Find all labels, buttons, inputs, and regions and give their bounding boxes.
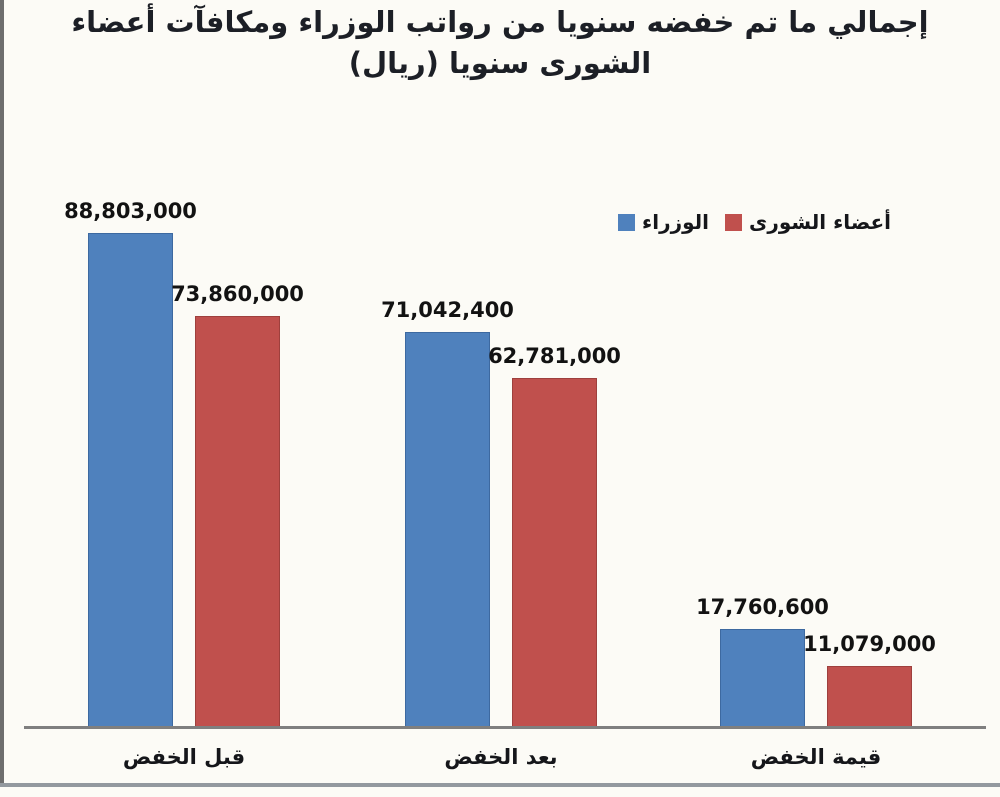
- legend-item-shura-members: أعضاء الشورى: [725, 210, 891, 234]
- legend-item-ministers: الوزراء: [618, 210, 709, 234]
- legend-swatch-shura-members: [725, 213, 743, 231]
- bar-ministers-before-cut: [88, 233, 173, 728]
- legend-label-shura-members: أعضاء الشورى: [749, 210, 892, 234]
- figure-bottom-border: [0, 783, 1000, 787]
- value-label-shura-members-after-cut: 62,781,000: [488, 344, 621, 368]
- category-label-after-cut: بعد الخفض: [444, 745, 558, 769]
- x-axis-line: [24, 726, 986, 729]
- bar-ministers-cut-value: [720, 629, 805, 728]
- bar-shura-members-before-cut: [195, 316, 280, 728]
- bar-shura-members-after-cut: [512, 378, 597, 728]
- value-label-shura-members-cut-value: 11,079,000: [803, 632, 936, 656]
- legend-label-ministers: الوزراء: [642, 210, 710, 234]
- figure-left-border: [0, 0, 4, 783]
- category-label-before-cut: قبل الخفض: [122, 745, 246, 769]
- value-label-ministers-before-cut: 88,803,000: [64, 199, 197, 223]
- bar-shura-members-cut-value: [827, 666, 912, 728]
- chart-legend: الوزراء أعضاء الشورى: [618, 210, 891, 234]
- chart-title: إجمالي ما تم خفضه سنويا من رواتب الوزراء…: [71, 5, 929, 81]
- category-label-cut-value: قيمة الخفض: [750, 745, 882, 769]
- value-label-shura-members-before-cut: 73,860,000: [171, 282, 304, 306]
- value-label-ministers-after-cut: 71,042,400: [381, 298, 514, 322]
- bar-ministers-after-cut: [405, 332, 490, 728]
- legend-swatch-ministers: [618, 213, 635, 231]
- value-label-ministers-cut-value: 17,760,600: [696, 595, 829, 619]
